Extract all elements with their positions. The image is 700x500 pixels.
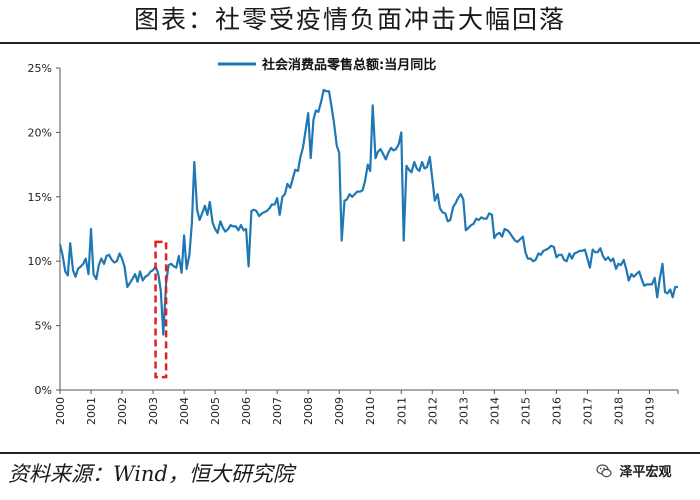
x-tick-label: 2005 xyxy=(209,397,222,425)
x-tick-label: 2017 xyxy=(581,397,594,425)
x-tick-label: 2010 xyxy=(364,397,377,425)
wechat-icon xyxy=(596,463,612,477)
x-tick-label: 2007 xyxy=(271,397,284,425)
x-tick-label: 2012 xyxy=(426,397,439,425)
x-tick-label: 2016 xyxy=(550,397,563,425)
x-tick-label: 2002 xyxy=(116,397,129,425)
x-tick-label: 2004 xyxy=(178,397,191,425)
source-note: 资料来源：Wind，恒大研究院 xyxy=(8,462,294,486)
y-tick-label: 5% xyxy=(35,320,52,333)
x-tick-label: 2001 xyxy=(85,397,98,425)
footer-divider xyxy=(0,452,700,454)
y-tick-label: 25% xyxy=(28,62,52,75)
page-title: 图表：社零受疫情负面冲击大幅回落 xyxy=(133,5,566,34)
title-bar: 图表：社零受疫情负面冲击大幅回落 xyxy=(0,0,700,40)
x-tick-label: 2009 xyxy=(333,397,346,425)
y-tick-label: 20% xyxy=(28,126,52,139)
x-tick-label: 2019 xyxy=(643,397,656,425)
highlight-box xyxy=(154,240,168,379)
x-tick-label: 2006 xyxy=(240,397,253,425)
y-tick-label: 10% xyxy=(28,255,52,268)
x-tick-label: 2014 xyxy=(488,397,501,425)
x-tick-label: 2018 xyxy=(612,397,625,425)
x-tick-label: 2013 xyxy=(457,397,470,425)
watermark-label: 泽平宏观 xyxy=(619,465,672,480)
series-line xyxy=(58,88,678,336)
title-divider xyxy=(0,42,700,44)
line-chart: 0% 5% 10% 15% 20% 25% 2000 2001 2002 2003 2004 2005… xyxy=(28,57,679,425)
legend-label: 社会消费品零售总额:当月同比 xyxy=(261,57,436,73)
y-tick-label: 0% xyxy=(35,384,52,397)
x-tick-label: 2000 xyxy=(54,397,67,425)
x-tick-label: 2003 xyxy=(147,397,160,425)
watermark: 泽平宏观 xyxy=(596,461,672,480)
x-tick-label: 2008 xyxy=(302,397,315,425)
x-tick-label: 2011 xyxy=(395,397,408,425)
x-tick-label: 2015 xyxy=(519,397,532,425)
y-tick-label: 15% xyxy=(28,191,52,204)
